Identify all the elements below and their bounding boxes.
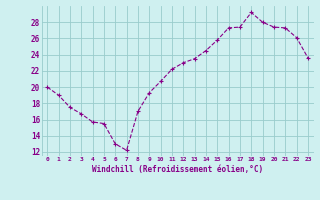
X-axis label: Windchill (Refroidissement éolien,°C): Windchill (Refroidissement éolien,°C) bbox=[92, 165, 263, 174]
